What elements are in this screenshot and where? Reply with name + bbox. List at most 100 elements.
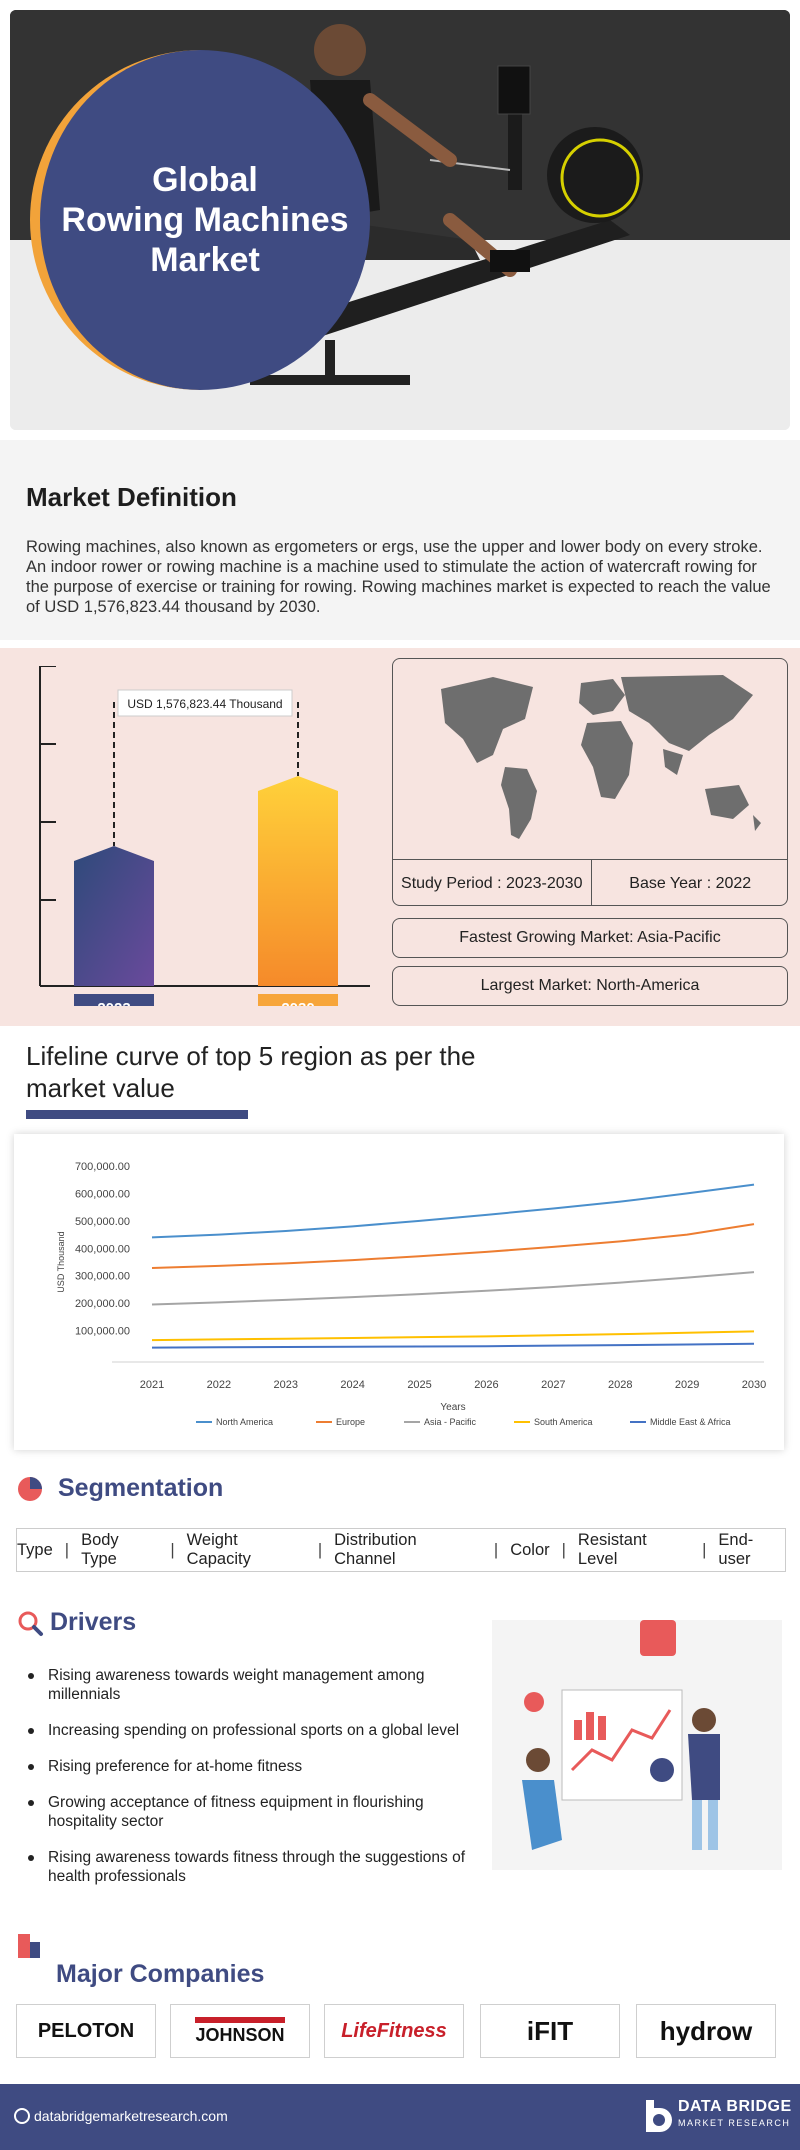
lifeline-chart-card: 100,000.00 200,000.00 300,000.00 400,000.00… <box>14 1134 784 1450</box>
segment-separator: | <box>170 1540 175 1559</box>
x-tick-label: 2021 <box>140 1379 164 1391</box>
segment-item: Body Type <box>81 1531 119 1568</box>
company-logo-peloton: PELOTON <box>16 2004 156 2058</box>
company-logos: PELOTON JOHNSON LifeFitness iFIT hydrow <box>0 2004 800 2064</box>
y-tick-label: 400,000.00 <box>75 1243 130 1255</box>
world-map-card: Study Period : 2023-2030 Base Year : 202… <box>392 658 788 906</box>
x-tick-label: 2022 <box>207 1379 231 1391</box>
x-axis-title: Years <box>440 1402 465 1413</box>
company-logo-lifefitness: LifeFitness <box>324 2004 464 2058</box>
presentation-illustration <box>492 1620 782 1870</box>
company-logo-johnson: JOHNSON <box>170 2004 310 2058</box>
y-tick-label: 100,000.00 <box>75 1326 130 1338</box>
segmentation-header: Segmentation <box>16 1474 223 1503</box>
world-map-image <box>441 675 761 839</box>
y-tick-label: 700,000.00 <box>75 1161 130 1173</box>
x-tick-label: 2024 <box>340 1379 364 1391</box>
segment-separator: | <box>317 1540 323 1559</box>
market-value-callout: USD 1,576,823.44 Thousand <box>127 697 282 711</box>
segment-separator: | <box>561 1540 566 1559</box>
driver-item: Rising awareness towards weight manageme… <box>26 1666 486 1704</box>
legend-label: Asia - Pacific <box>424 1417 477 1427</box>
drivers-header: Drivers <box>16 1608 136 1637</box>
x-tick-label: 2028 <box>608 1379 632 1391</box>
year-label-2030: 2030 <box>281 1000 314 1006</box>
legend-label: Middle East & Africa <box>650 1417 731 1427</box>
year-label-2023: 2023 <box>97 1000 130 1006</box>
footer: databridgemarketresearch.com DATA BRIDGE… <box>0 2084 800 2150</box>
segment-item: Distribution Channel <box>334 1531 417 1568</box>
segment-item: End-user <box>718 1531 754 1568</box>
x-tick-label: 2026 <box>474 1379 498 1391</box>
series-line <box>151 1271 755 1306</box>
segment-item: Type <box>17 1540 53 1559</box>
hero-title-line: Global <box>152 161 258 199</box>
legend-label: Europe <box>336 1417 365 1427</box>
pie-chart-icon <box>18 1476 42 1501</box>
lifeline-title: Lifeline curve of top 5 region as per th… <box>26 1041 476 1103</box>
x-tick-label: 2025 <box>407 1379 431 1391</box>
driver-item: Growing acceptance of fitness equipment … <box>26 1793 486 1831</box>
y-tick-label: 600,000.00 <box>75 1188 130 1200</box>
market-definition-text: Rowing machines, also known as ergometer… <box>26 538 771 616</box>
segment-item: Color <box>510 1540 550 1559</box>
segment-item: Resistant Level <box>577 1531 647 1568</box>
footer-brand-sub: MARKET RESEARCH <box>678 2118 791 2128</box>
y-tick-label: 500,000.00 <box>75 1216 130 1228</box>
johnson-logo-text: JOHNSON <box>195 2016 285 2046</box>
segmentation-bar: Type | Body Type | Weight Capacity | Distribut… <box>16 1528 786 1572</box>
y-axis-title: USD Thousand <box>56 1231 66 1292</box>
lifeline-line-chart: 100,000.00 200,000.00 300,000.00 400,000.00… <box>56 1161 766 1427</box>
segmentation-heading: Segmentation <box>58 1474 224 1502</box>
drivers-heading: Drivers <box>50 1608 137 1636</box>
segment-separator: | <box>702 1540 707 1559</box>
footer-website-link[interactable]: databridgemarketresearch.com <box>34 2108 228 2124</box>
x-tick-label: 2027 <box>541 1379 565 1391</box>
ifit-logo-text: iFIT <box>526 2015 574 2046</box>
hero-title: Global Rowing Machines Market <box>55 160 355 280</box>
companies-header <box>16 1930 42 1960</box>
series-line <box>151 1330 755 1342</box>
y-tick-label: 300,000.00 <box>75 1271 130 1283</box>
segment-separator: | <box>64 1540 70 1559</box>
building-icon <box>18 1934 40 1958</box>
driver-item: Rising awareness towards fitness through… <box>26 1848 486 1886</box>
bar-2023 <box>74 846 154 986</box>
legend-label: North America <box>216 1417 273 1427</box>
y-tick-label: 200,000.00 <box>75 1298 130 1310</box>
market-definition-heading: Market Definition <box>26 482 237 512</box>
x-tick-label: 2029 <box>675 1379 699 1391</box>
x-tick-label: 2023 <box>274 1379 298 1391</box>
hero-banner: Global Rowing Machines Market <box>10 10 790 430</box>
companies-heading-wrap: Major Companies <box>56 1960 264 1989</box>
hero-title-circle: Global Rowing Machines Market <box>30 50 370 390</box>
data-bridge-logo-icon <box>646 2100 672 2132</box>
x-tick-label: 2030 <box>742 1379 766 1391</box>
company-logo-ifit: iFIT <box>480 2004 620 2058</box>
drivers-list: Rising awareness towards weight manageme… <box>26 1666 486 1903</box>
study-period: Study Period : 2023-2030 <box>401 874 583 892</box>
driver-item: Rising preference for at-home fitness <box>26 1757 486 1776</box>
magnifier-icon <box>18 1611 43 1636</box>
globe-icon <box>14 2108 30 2124</box>
peloton-logo-text: PELOTON <box>37 2019 135 2042</box>
market-definition-section: Market Definition Rowing machines, also … <box>0 440 800 640</box>
segment-item: Weight Capacity <box>186 1531 251 1568</box>
segment-separator: | <box>493 1540 499 1559</box>
company-logo-hydrow: hydrow <box>636 2004 776 2058</box>
footer-brand: DATA BRIDGE <box>678 2098 792 2115</box>
hydrow-logo-text: hydrow <box>659 2015 753 2046</box>
series-line <box>151 1223 755 1270</box>
legend-label: South America <box>534 1417 593 1427</box>
driver-item: Increasing spending on professional spor… <box>26 1721 486 1740</box>
lifeline-underline <box>26 1110 248 1119</box>
growth-bar-graphic: USD 1,576,823.44 Thousand 2023 2030 <box>39 666 370 1006</box>
base-year: Base Year : 2022 <box>590 860 788 905</box>
bar-2030 <box>258 776 338 986</box>
study-info-row: Study Period : 2023-2030 Base Year : 202… <box>393 859 788 905</box>
lifefitness-logo-text: LifeFitness <box>341 2019 447 2042</box>
fastest-growing-market: Fastest Growing Market: Asia-Pacific <box>392 918 788 958</box>
companies-heading: Major Companies <box>56 1960 265 1988</box>
market-stats-section: USD 1,576,823.44 Thousand 2023 2030 Stud… <box>0 648 800 1026</box>
hero-title-line: Market <box>150 241 260 279</box>
